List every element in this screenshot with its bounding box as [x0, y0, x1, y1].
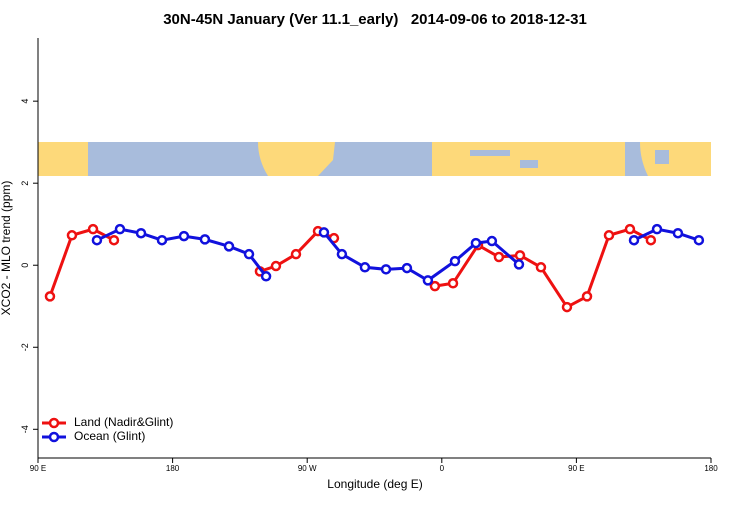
legend-label: Land (Nadir&Glint): [74, 415, 173, 429]
data-point: [493, 251, 505, 263]
data-point: [135, 227, 147, 239]
data-point: [156, 234, 168, 246]
data-point: [114, 223, 126, 235]
legend-label: Ocean (Glint): [74, 429, 145, 443]
data-point: [535, 262, 547, 273]
x-tick-label: 90 E: [568, 464, 584, 473]
data-point: [178, 230, 190, 242]
legend-marker: [48, 431, 60, 443]
x-axis-label: Longitude (deg E): [327, 477, 422, 491]
data-point: [243, 248, 255, 260]
series-line: [48, 227, 652, 310]
y-tick-label: -2: [20, 343, 30, 351]
data-point: [645, 234, 657, 246]
data-point: [318, 227, 330, 238]
y-tick-label: 2: [20, 181, 30, 186]
data-point: [628, 234, 640, 246]
data-point: [359, 262, 371, 273]
data-point: [401, 262, 413, 274]
data-point: [447, 278, 459, 289]
data-point: [513, 259, 525, 270]
y-tick-label: 0: [20, 263, 30, 268]
data-point: [486, 235, 498, 247]
data-point: [561, 301, 573, 313]
chart-title: 30N-45N January (Ver 11.1_early) 2014-09…: [163, 11, 587, 28]
data-point: [514, 250, 526, 261]
data-point: [380, 264, 392, 275]
data-point: [44, 291, 56, 302]
data-point: [290, 248, 302, 260]
data-point: [470, 237, 482, 249]
map-band: [38, 142, 711, 176]
data-point: [651, 223, 663, 235]
x-tick-label: 90 W: [298, 464, 317, 473]
data-point: [87, 223, 99, 235]
data-point: [66, 230, 78, 241]
data-point: [270, 260, 282, 272]
data-point: [449, 255, 461, 267]
y-tick-label: -4: [20, 425, 30, 433]
data-point: [624, 223, 636, 235]
data-point: [672, 227, 684, 239]
data-point: [603, 230, 615, 241]
data-point: [91, 234, 103, 246]
data-point: [199, 234, 211, 245]
data-point: [260, 271, 272, 282]
data-point: [108, 234, 120, 246]
legend-marker: [48, 417, 60, 429]
data-point: [223, 241, 235, 252]
x-tick-label: 180: [166, 464, 180, 473]
x-tick-label: 0: [440, 464, 445, 473]
x-tick-label: 180: [704, 464, 718, 473]
data-point: [581, 291, 593, 302]
y-tick-label: 4: [20, 99, 30, 104]
data-point: [693, 234, 705, 246]
x-tick-label: 90 E: [30, 464, 46, 473]
y-axis-label: XCO2 - MLO trend (ppm): [0, 181, 13, 316]
data-point: [336, 248, 348, 260]
data-point: [422, 275, 434, 286]
data-point: [429, 280, 441, 292]
